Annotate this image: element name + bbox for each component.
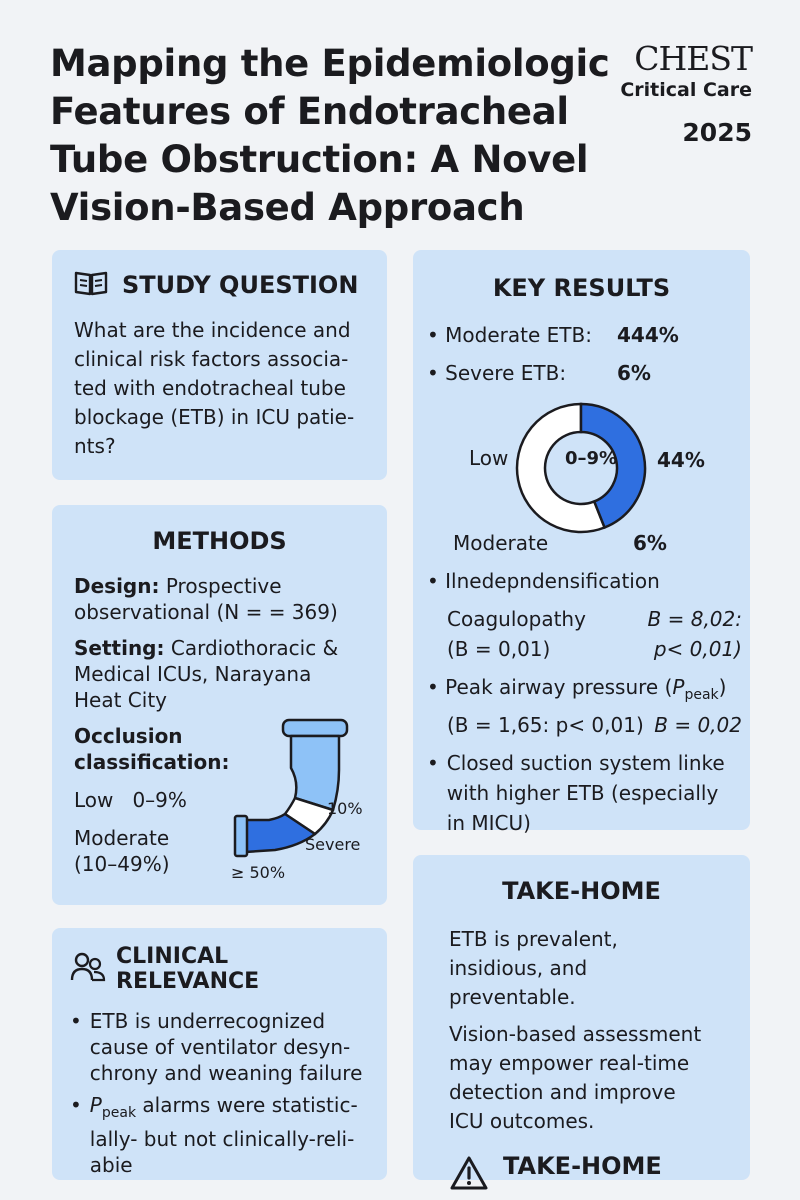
key-results-heading: KEY RESULTS — [492, 274, 671, 302]
methods-design: Design: Prospective observational (N = =… — [74, 573, 365, 625]
clinical-relevance-heading: CLINICAL RELEVANCE — [116, 944, 260, 994]
result-severe-value: 6% — [617, 361, 651, 385]
result-moderate-value: 444% — [617, 323, 679, 347]
peak-pressure-b: (B = 1,65: p< 0,01) — [447, 713, 644, 737]
donut-slice-moderate — [579, 402, 647, 530]
setting-label: Setting: — [74, 636, 165, 660]
result-moderate: • Moderate ETB: 444% — [427, 320, 736, 350]
warning-icon — [449, 1155, 489, 1195]
take-home-footer-label: TAKE-HOME — [503, 1152, 662, 1180]
methods-card: METHODS Design: Prospective observationa… — [52, 505, 387, 905]
design-value: Prospective observational (N = = 369) — [74, 574, 338, 624]
result-severe: • Severe ETB: 6% — [427, 358, 736, 388]
coagulopathy-label: Coagulopathy — [447, 607, 586, 631]
result-bullet-1: • Ilnedepndensification — [427, 569, 660, 593]
result-bullet-3: • Closed suction system linke with higher… — [427, 751, 725, 835]
result-bullet-2: • Peak airway pressure (Ppeak) — [427, 675, 727, 703]
donut-bottom-value: 6% — [633, 531, 667, 555]
donut-center-label: 0–9% — [565, 448, 618, 469]
coagulopathy-b2: (B = 0,01) — [447, 637, 551, 661]
publication-year: 2025 — [682, 118, 752, 147]
peak-pressure-b2: B = 0,02 — [654, 713, 742, 737]
tube-label-10: 10% — [327, 799, 363, 818]
tube-label-ge50: ≥ 50% — [231, 863, 285, 882]
design-label: Design: — [74, 574, 160, 598]
clinical-bullet-1: • ETB is underrecognized cause of ventil… — [70, 1009, 363, 1085]
occlusion-moderate: Moderate (10–49%) — [74, 826, 170, 876]
journal-brand: CHEST Critical Care 2025 — [620, 39, 753, 148]
journal-subtitle: Critical Care — [620, 79, 752, 101]
study-question-text: What are the incidence and clinical risk… — [74, 318, 355, 458]
take-home-footer: TAKE-HOME — [449, 1150, 714, 1200]
donut-slice-low — [515, 402, 607, 534]
take-home-p1: ETB is prevalent, insidious, and prevent… — [449, 927, 618, 1009]
study-question-heading: STUDY QUESTION — [122, 271, 359, 299]
coagulopathy-b: B = 8,02: — [647, 607, 742, 631]
study-question-card: STUDY QUESTION What are the incidence an… — [52, 250, 387, 480]
donut-label-low: Low — [469, 446, 509, 470]
result-bullets: • Ilnedepndensification Coagulopathy B =… — [427, 566, 742, 838]
tube-illustration: 10% Severe ≥ 50% — [231, 718, 363, 882]
key-results-card: KEY RESULTS • Moderate ETB: 444% • Sever… — [413, 250, 750, 835]
donut-bottom-label: Moderate — [453, 531, 549, 555]
setting-value: Cardiothoracic & Medical ICUs, Narayana … — [74, 636, 339, 712]
people-icon — [70, 952, 106, 986]
donut-bottom-row: Moderate 6% — [453, 528, 667, 558]
journal-logo: CHEST — [634, 39, 753, 78]
coagulopathy-p: p< 0,01) — [653, 637, 742, 661]
book-icon — [74, 270, 108, 300]
methods-heading: METHODS — [152, 527, 287, 555]
donut-chart: Low 0–9% 44% — [413, 398, 750, 548]
occlusion-low: Low 0–9% — [74, 788, 187, 812]
page-title: Mapping the Epidemiologic Features of En… — [50, 42, 610, 229]
take-home-card: TAKE-HOME ETB is prevalent, insidious, a… — [413, 855, 750, 1190]
clinical-bullet-2: • Ppeak alarms were statistic-lally- but… — [70, 1093, 358, 1177]
donut-label-right: 44% — [657, 448, 705, 472]
tube-label-severe: Severe — [305, 835, 360, 854]
occlusion-label: Occlusion classification: — [74, 724, 230, 774]
take-home-heading: TAKE-HOME — [502, 877, 661, 905]
donut-svg — [515, 402, 647, 534]
clinical-relevance-card: CLINICAL RELEVANCE • ETB is underrecogni… — [52, 928, 387, 1180]
methods-setting: Setting: Cardiothoracic & Medical ICUs, … — [74, 635, 365, 713]
take-home-p2: Vision-based assessment may empower real… — [449, 1022, 702, 1133]
